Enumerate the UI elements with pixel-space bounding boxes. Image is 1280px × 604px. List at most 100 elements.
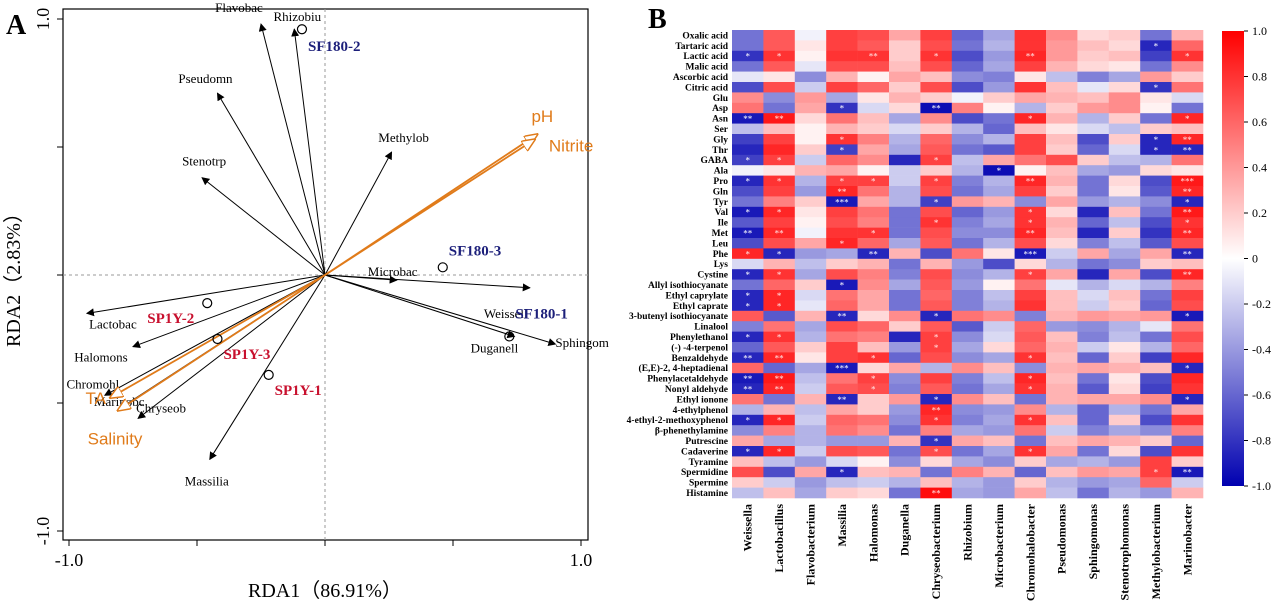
heatmap-cell (920, 186, 953, 197)
significance-mark: * (840, 177, 845, 187)
heatmap-cell (1171, 154, 1204, 166)
heatmap-cell (857, 71, 890, 83)
significance-mark: * (777, 249, 782, 259)
heatmap-cell (951, 134, 984, 145)
heatmap-cell (1140, 196, 1172, 208)
heatmap-cell (920, 279, 953, 291)
sample-point-sf180-3 (437, 262, 448, 273)
heatmap-cell (732, 123, 764, 135)
heatmap-cell (857, 113, 890, 124)
heatmap-cell (1140, 331, 1172, 343)
heatmap-cell (1108, 394, 1141, 405)
heatmap-cell (1140, 92, 1172, 104)
significance-mark: * (1028, 270, 1033, 280)
heatmap-cell (951, 40, 984, 52)
heatmap-row-label: Putrescine (685, 437, 728, 447)
heatmap-cell (794, 279, 827, 291)
heatmap-cell (732, 456, 764, 468)
heatmap-cell (732, 61, 764, 72)
heatmap-cell (1171, 394, 1204, 405)
heatmap-cell (826, 144, 858, 156)
rda-genus-vectors: Flavobac Rhizobiu Pseudomn Stenotrp Methylob… (66, 0, 608, 488)
heatmap-cell (826, 113, 858, 124)
heatmap-cell (763, 134, 796, 145)
heatmap-cell (889, 165, 921, 176)
heatmap-cell (920, 248, 953, 260)
heatmap-cell (826, 373, 858, 384)
heatmap-cell (1140, 71, 1172, 83)
heatmap-cell (732, 186, 764, 197)
heatmap-cell (1014, 186, 1047, 197)
heatmap-cell (1014, 123, 1047, 135)
heatmap-cell (732, 373, 764, 384)
heatmap-cell (1108, 82, 1141, 93)
heatmap-cell (1140, 144, 1172, 156)
heatmap-cell (1140, 217, 1172, 228)
heatmap-cell (1108, 477, 1141, 488)
genus-vector-lactobac (85, 274, 326, 317)
heatmap-cell (1140, 435, 1172, 447)
heatmap-cell (1108, 362, 1141, 374)
heatmap-cell (1046, 414, 1078, 426)
heatmap-cell (794, 102, 827, 114)
heatmap-cell (857, 206, 890, 218)
significance-mark: * (745, 291, 750, 301)
significance-mark: * (840, 468, 845, 478)
significance-mark: * (745, 177, 750, 187)
heatmap-cell (763, 217, 796, 228)
heatmap-cell (1046, 373, 1078, 384)
significance-mark: * (777, 291, 782, 301)
heatmap-column-label: Rhizobium (961, 504, 975, 561)
heatmap-cell (1077, 425, 1110, 436)
significance-mark: * (1028, 218, 1033, 228)
heatmap-cell (1077, 352, 1110, 364)
heatmap-cell (920, 82, 953, 93)
heatmap-cell (794, 40, 827, 52)
heatmap-cell (1171, 373, 1204, 384)
heatmap-column-label: Sphingomonas (1086, 504, 1100, 580)
heatmap-cell (1140, 113, 1172, 124)
heatmap-cell (920, 487, 953, 499)
colorbar-tick-label: -0.6 (1252, 388, 1271, 402)
heatmap-cell (794, 466, 827, 478)
significance-mark: * (934, 416, 939, 426)
heatmap-cell (732, 248, 764, 260)
heatmap-cell (794, 196, 827, 208)
colorbar-tick-label: 1.0 (1252, 24, 1267, 38)
heatmap-cell (763, 466, 796, 478)
heatmap-cell (920, 92, 953, 104)
significance-mark: ** (1026, 52, 1036, 62)
env-label-ph: pH (531, 107, 553, 126)
heatmap-row-label: Lys (714, 260, 729, 270)
heatmap-cell (1077, 435, 1110, 447)
significance-mark: ** (743, 385, 753, 395)
heatmap-cell (732, 165, 764, 176)
heatmap-cell (1014, 113, 1047, 124)
heatmap-cell (1046, 269, 1078, 280)
heatmap-cell (1077, 186, 1110, 197)
heatmap-cell (794, 71, 827, 83)
heatmap-cell (1014, 30, 1047, 41)
sample-point-sf180-1 (504, 331, 515, 342)
heatmap-cell (732, 310, 764, 322)
heatmap-cell (983, 300, 1015, 312)
heatmap-cell (1077, 196, 1110, 208)
heatmap-cell (794, 50, 827, 62)
heatmap-cell (1171, 435, 1204, 447)
heatmap-cell (951, 425, 984, 436)
heatmap-cell (1077, 30, 1110, 41)
heatmap-cell (920, 383, 953, 395)
heatmap-cell (1108, 71, 1141, 83)
heatmap-cell (857, 446, 890, 457)
heatmap-cell (794, 113, 827, 124)
heatmap-cell (1108, 134, 1141, 145)
heatmap-cell (1171, 352, 1204, 364)
heatmap-cell (1108, 175, 1141, 187)
genus-label-rhizobiu: Rhizobiu (273, 9, 321, 24)
heatmap-cell (1077, 82, 1110, 93)
heatmap-cell (794, 134, 827, 145)
heatmap-cell (889, 290, 921, 301)
heatmap-cell (889, 227, 921, 239)
heatmap-cell (951, 373, 984, 384)
